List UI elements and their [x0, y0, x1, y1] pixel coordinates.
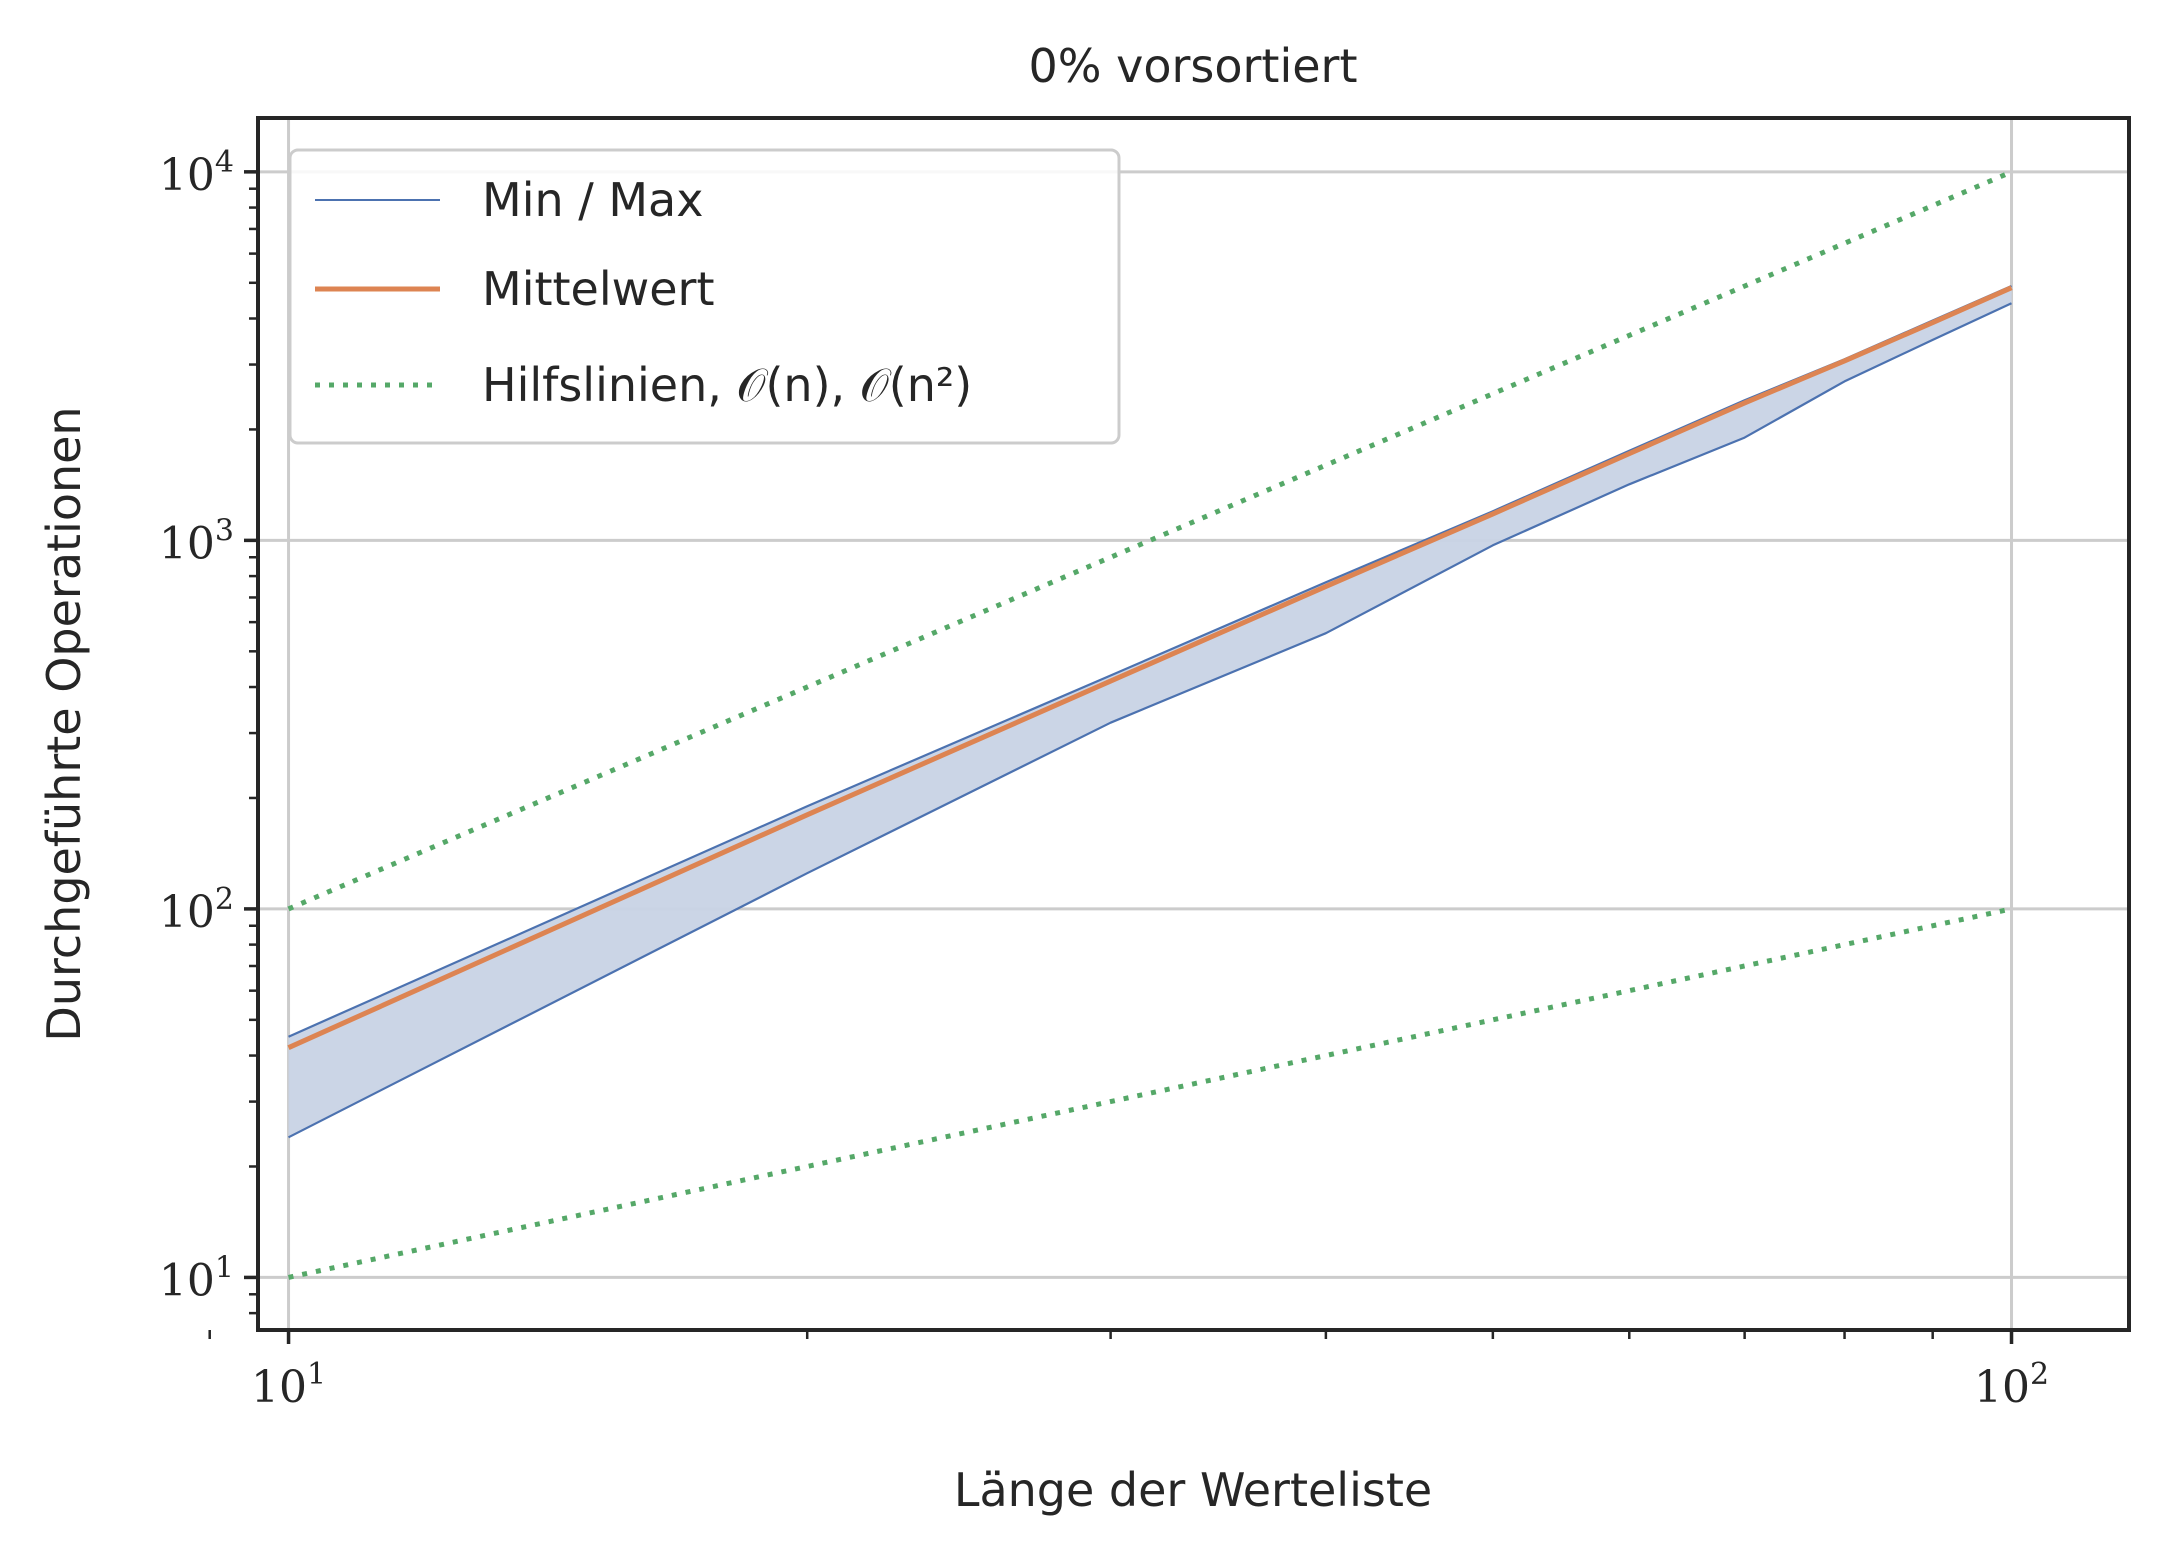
y-tick-label: 103: [159, 513, 234, 569]
legend-box: [288, 148, 1121, 445]
series-lines: [287, 169, 2013, 1280]
legend: Min / Max Mittelwert Hilfslinien, 𝒪(n), …: [288, 148, 1121, 445]
legend-label-mean: Mittelwert: [482, 262, 715, 316]
legend-label-guides: Hilfslinien, 𝒪(n), 𝒪(n²): [482, 358, 972, 412]
y-axis-label: Durchgeführte Operationen: [37, 406, 91, 1041]
y-tick-label: 101: [159, 1250, 234, 1306]
axis-ticks: [208, 170, 2014, 1344]
chart-title: 0% vorsortiert: [1029, 39, 1358, 93]
series-line-min: [288, 302, 2012, 1139]
x-tick-label: 102: [1974, 1357, 2049, 1413]
legend-label-minmax: Min / Max: [482, 173, 703, 227]
x-axis-label: Länge der Werteliste: [954, 1463, 1432, 1517]
x-tick-label: 101: [251, 1357, 326, 1413]
y-tick-label: 102: [159, 882, 234, 938]
plot-frame: [256, 116, 2131, 1332]
y-tick-label: 104: [159, 145, 234, 201]
min-max-band: [288, 286, 2012, 1138]
series-line-guide-n2: [287, 169, 2013, 912]
min-max-area: [288, 286, 2012, 1138]
tick-labels: 101 102 101 102 103 104: [159, 145, 2049, 1413]
series-line-mean: [287, 285, 2013, 1050]
